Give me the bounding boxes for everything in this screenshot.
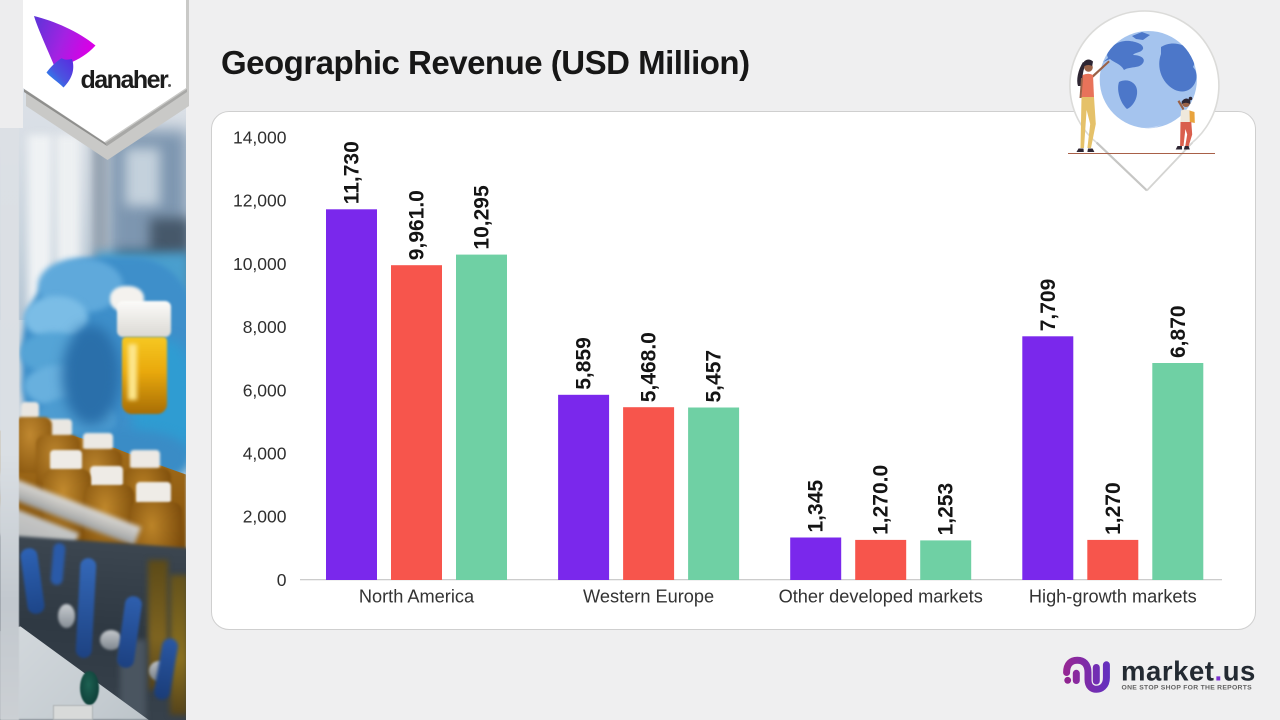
svg-text:North America: North America	[359, 587, 475, 607]
svg-text:12,000: 12,000	[233, 191, 287, 211]
svg-text:9,961.0: 9,961.0	[406, 190, 429, 260]
svg-text:1,345: 1,345	[805, 480, 828, 533]
svg-text:0: 0	[277, 570, 287, 590]
svg-text:market.us: market.us	[1121, 656, 1256, 687]
svg-text:4,000: 4,000	[243, 443, 287, 463]
svg-text:danaher: danaher	[81, 66, 170, 94]
svg-text:10,000: 10,000	[233, 254, 287, 274]
svg-text:1,270.0: 1,270.0	[870, 465, 893, 535]
svg-text:1,270: 1,270	[1102, 482, 1125, 535]
svg-text:14,000: 14,000	[233, 128, 287, 148]
svg-text:High-growth markets: High-growth markets	[1029, 587, 1197, 607]
svg-text:Other developed markets: Other developed markets	[779, 587, 983, 607]
svg-text:10,295: 10,295	[471, 185, 494, 250]
svg-text:5,468.0: 5,468.0	[638, 332, 661, 402]
svg-text:2,000: 2,000	[243, 507, 287, 527]
svg-text:11,730: 11,730	[341, 141, 364, 204]
svg-text:5,859: 5,859	[573, 337, 596, 390]
svg-text:ONE STOP SHOP FOR THE REPORTS: ONE STOP SHOP FOR THE REPORTS	[1122, 684, 1253, 691]
svg-text:6,870: 6,870	[1167, 305, 1190, 358]
svg-text:1,253: 1,253	[935, 483, 958, 536]
svg-text:6,000: 6,000	[243, 380, 287, 400]
svg-text:8,000: 8,000	[243, 317, 287, 337]
svg-text:5,457: 5,457	[703, 350, 726, 403]
svg-text:Western Europe: Western Europe	[583, 587, 714, 607]
svg-text:7,709: 7,709	[1037, 279, 1060, 332]
